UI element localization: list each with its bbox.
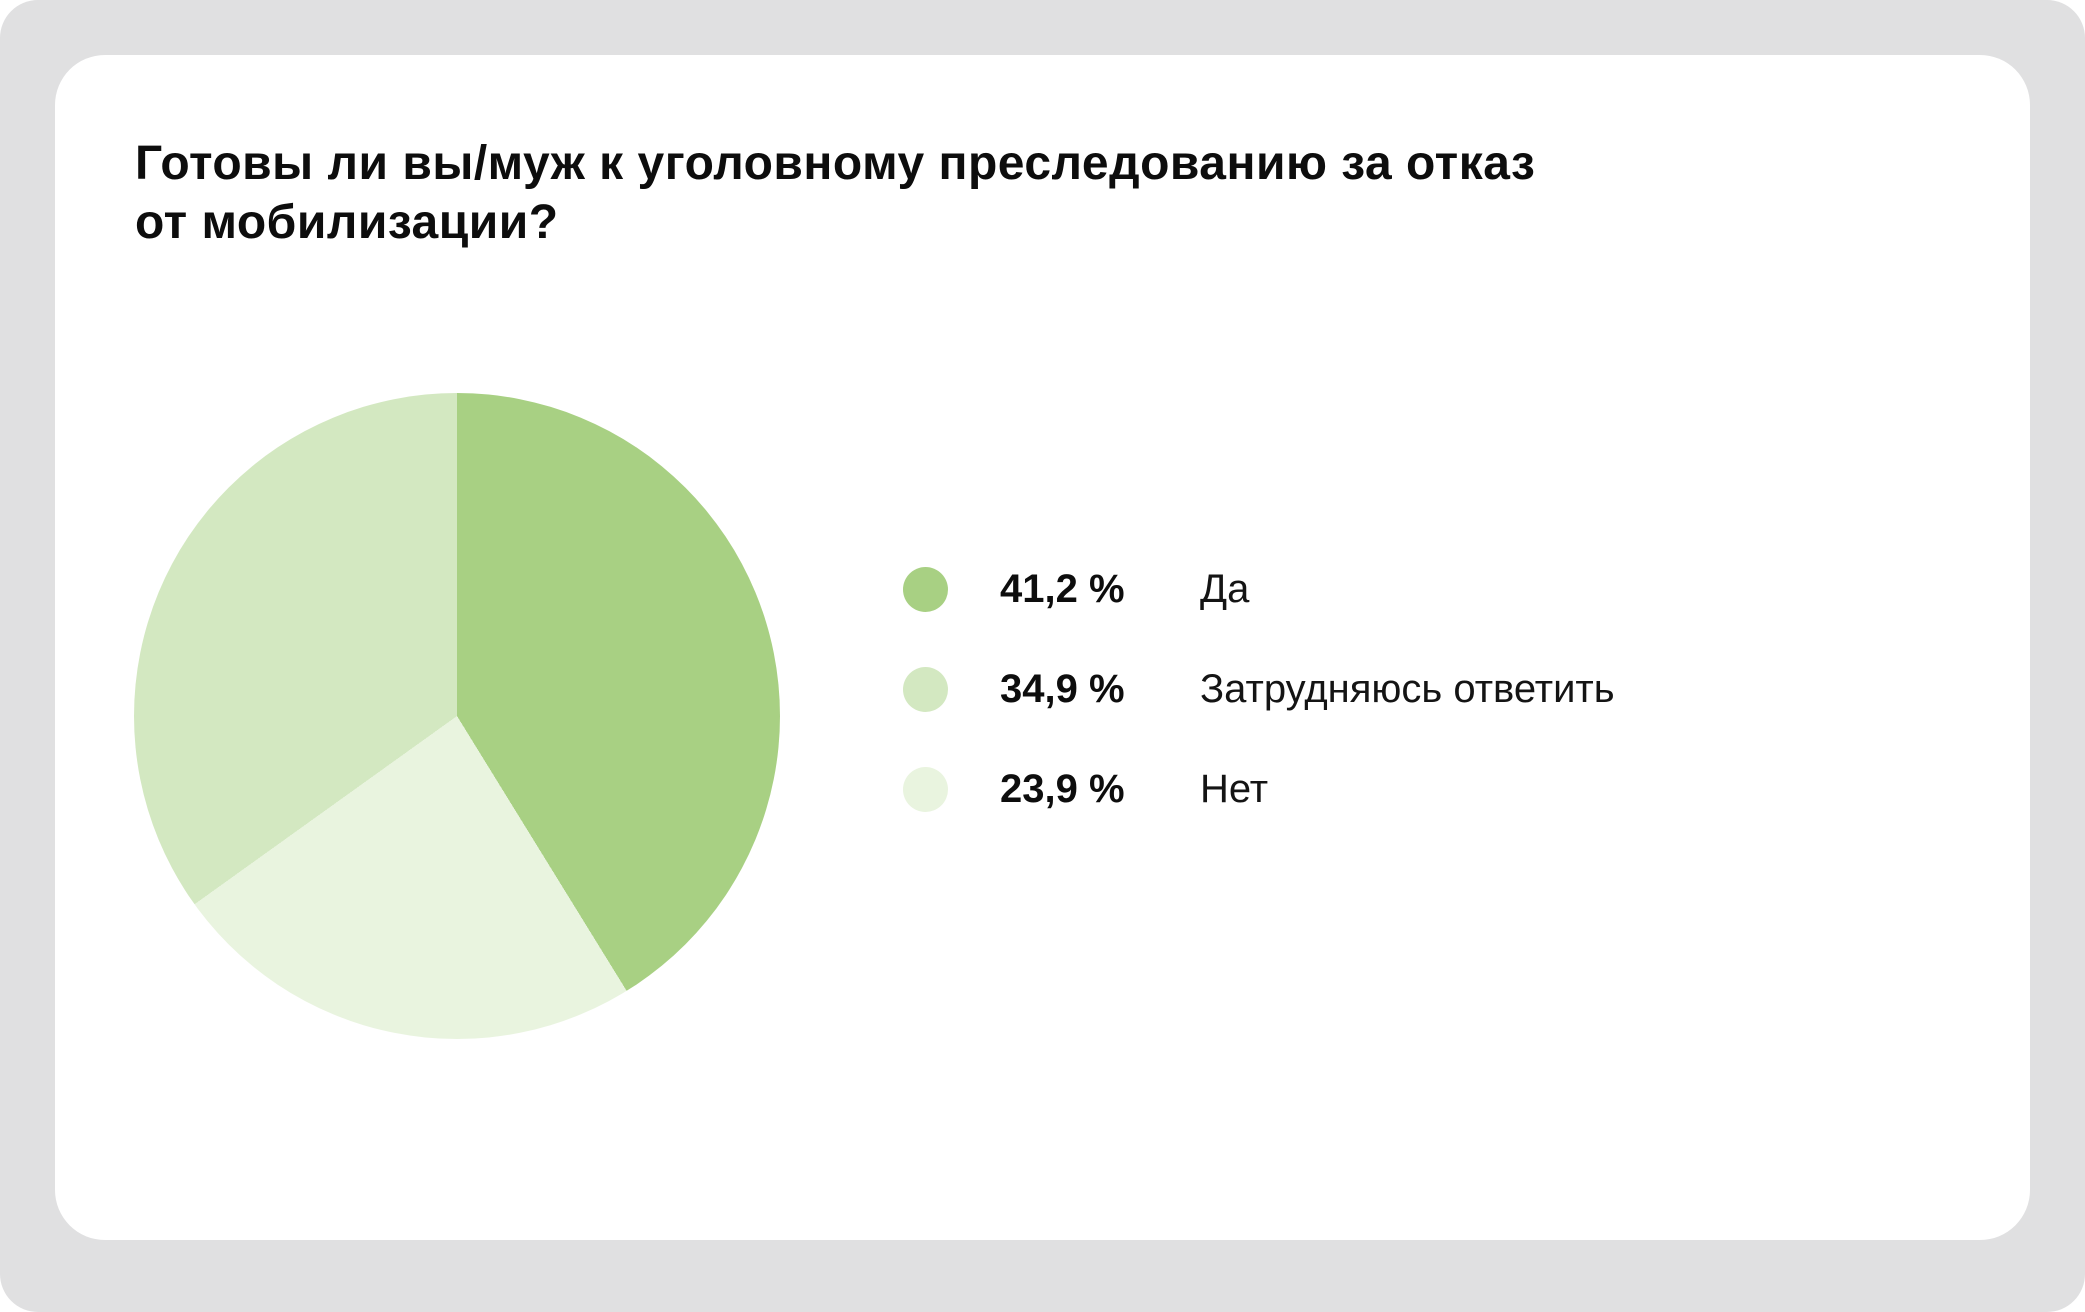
- legend-row: 34,9 % Затрудняюсь ответить: [903, 639, 1615, 739]
- legend-dot-yes: [903, 566, 948, 612]
- legend-value-yes: 41,2 %: [1000, 566, 1125, 611]
- chart-title: Готовы ли вы/муж к уголовному преследова…: [135, 135, 1535, 252]
- chart-title-line-1: Готовы ли вы/муж к уголовному преследова…: [135, 137, 1536, 190]
- legend: 41,2 % Да 34,9 % Затрудняюсь ответить 23…: [903, 539, 1615, 839]
- chart-card: Готовы ли вы/муж к уголовному преследова…: [55, 55, 2030, 1240]
- legend-label-yes: Да: [1200, 566, 1250, 611]
- legend-label-undecided: Затрудняюсь ответить: [1200, 666, 1615, 711]
- legend-value-undecided: 34,9 %: [1000, 666, 1125, 711]
- legend-dot-no: [903, 766, 948, 812]
- legend-value-no: 23,9 %: [1000, 766, 1125, 811]
- chart-title-line-2: от мобилизации?: [135, 195, 559, 249]
- legend-label-no: Нет: [1200, 766, 1269, 811]
- legend-dot-undecided: [903, 666, 948, 712]
- pie-chart: [134, 393, 780, 1039]
- legend-row: 23,9 % Нет: [903, 739, 1615, 839]
- legend-row: 41,2 % Да: [903, 539, 1615, 639]
